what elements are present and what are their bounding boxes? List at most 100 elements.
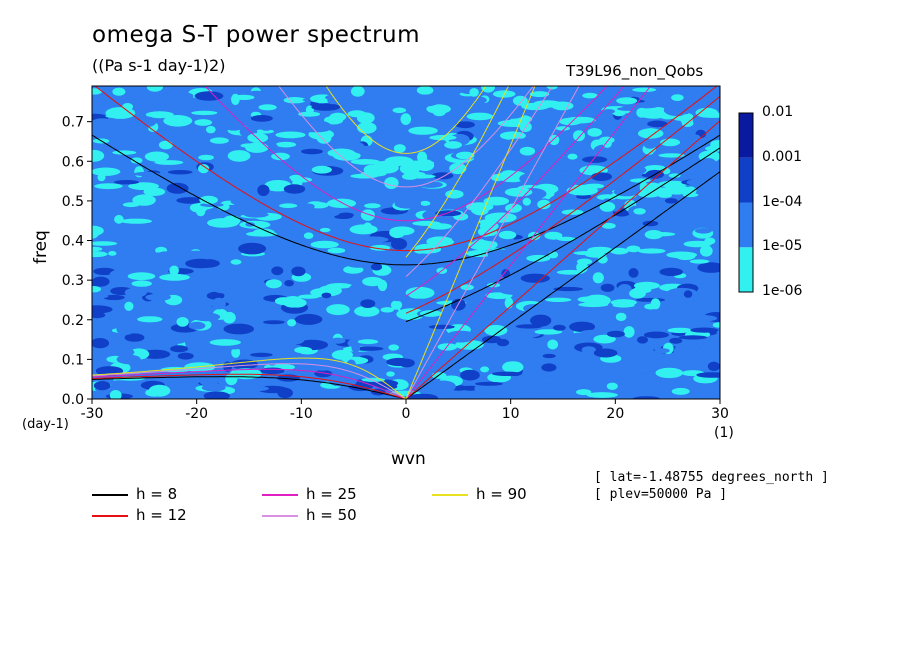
field-blob: [409, 94, 441, 107]
field-blob: [357, 122, 377, 134]
field-blob: [222, 169, 246, 178]
field-blob: [459, 352, 468, 359]
field-blob: [690, 327, 719, 333]
field-blob: [360, 209, 375, 221]
field-blob: [429, 280, 447, 287]
x-tick-label: -10: [290, 406, 313, 422]
field-blob: [647, 120, 668, 128]
field-blob: [431, 172, 454, 180]
field-blob: [225, 373, 238, 386]
field-blob: [230, 196, 261, 206]
field-blob: [316, 366, 330, 371]
field-blob: [512, 284, 522, 291]
field-blob: [483, 196, 510, 206]
field-blob: [695, 107, 719, 118]
field-blob: [619, 239, 634, 244]
field-blob: [281, 334, 305, 345]
field-blob: [392, 107, 407, 114]
field-blob: [518, 207, 533, 215]
field-blob: [399, 162, 421, 175]
lat-info: [ lat=-1.48755 degrees_north ]: [594, 470, 829, 485]
field-blob: [655, 187, 676, 196]
y-tick-label: 0.5: [62, 194, 84, 210]
field-blob: [205, 125, 216, 134]
field-blob: [146, 86, 163, 92]
field-blob: [298, 111, 320, 117]
field-blob: [364, 203, 381, 209]
field-blob: [578, 302, 609, 308]
dispersion-curve: [405, 86, 580, 399]
field-blob: [209, 137, 229, 144]
field-blob: [203, 240, 227, 251]
field-blob: [314, 369, 333, 378]
field-blob: [163, 91, 194, 101]
field-blob: [369, 103, 393, 113]
field-blob: [445, 189, 464, 199]
x-axis-label: wvn: [391, 449, 426, 469]
field-blob: [548, 251, 559, 259]
field-blob: [498, 230, 517, 240]
field-blob: [145, 111, 174, 119]
field-blob: [530, 296, 539, 302]
field-blob: [99, 131, 120, 136]
field-blob: [388, 344, 400, 351]
field-blob: [92, 118, 115, 129]
field-blob: [326, 283, 353, 289]
field-blob: [437, 343, 458, 351]
field-blob: [645, 232, 676, 237]
field-blob: [616, 164, 647, 176]
field-blob: [116, 323, 135, 335]
field-blob: [94, 183, 123, 190]
field-blob: [680, 114, 693, 125]
dispersion-curve: [92, 368, 407, 399]
dispersion-curve: [405, 86, 536, 399]
field-blob: [400, 113, 412, 125]
field-blob: [157, 227, 166, 237]
field-blob: [613, 127, 625, 138]
field-blob: [536, 376, 561, 384]
field-blob: [281, 160, 309, 173]
dispersion-curve: [405, 120, 720, 399]
field-blob: [390, 300, 403, 310]
field-blob: [627, 365, 653, 374]
field-blob: [553, 286, 584, 292]
field-blob: [491, 371, 523, 376]
field-blob: [287, 298, 307, 308]
field-blob: [404, 340, 432, 349]
x-tick-label: 0: [402, 406, 411, 422]
field-blob: [110, 380, 128, 386]
field-blob: [287, 319, 297, 327]
field-blob: [699, 245, 713, 257]
x-tick-label: -20: [185, 406, 208, 422]
field-blob: [327, 247, 346, 254]
field-blob: [238, 242, 267, 255]
field-blob: [593, 334, 616, 344]
field-blob: [521, 102, 550, 111]
field-blob: [455, 121, 475, 129]
field-blob: [245, 222, 255, 227]
field-blob: [412, 220, 441, 226]
dispersion-curve: [405, 86, 625, 297]
field-blob: [610, 247, 629, 255]
chart-units: ((Pa s-1 day-1)2): [92, 56, 226, 75]
field-blob: [685, 200, 702, 206]
field-blob: [428, 324, 455, 330]
field-blob: [575, 273, 585, 281]
field-blob: [569, 321, 596, 332]
field-blob: [664, 86, 691, 95]
field-blob: [283, 97, 306, 104]
field-blob: [348, 283, 367, 296]
field-blob: [231, 93, 240, 105]
field-blob: [298, 358, 323, 368]
field-blob: [380, 307, 395, 313]
field-blob: [92, 226, 100, 238]
field-blob: [637, 336, 648, 344]
field-blob: [685, 186, 697, 196]
field-blob: [196, 207, 206, 217]
field-blob: [311, 165, 332, 174]
field-blob: [148, 384, 171, 397]
field-blob: [616, 97, 638, 105]
x-tick-label: 10: [502, 406, 520, 422]
field-blob: [188, 321, 206, 330]
field-blob: [214, 287, 247, 294]
